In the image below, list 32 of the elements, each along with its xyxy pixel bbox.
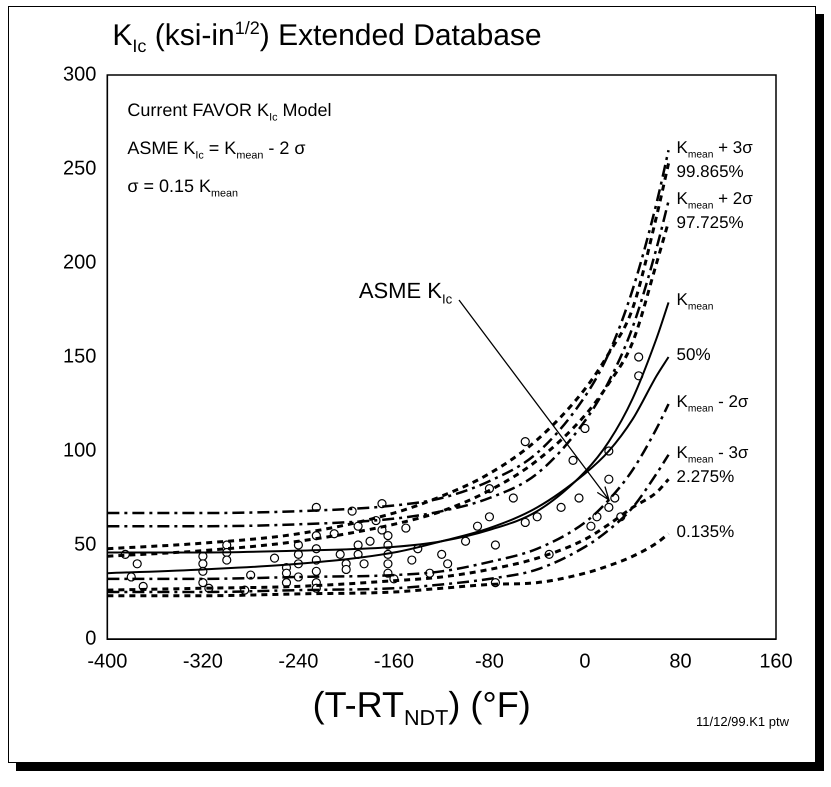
annotation: ASME K$_{Ic}$ = K$_{mean}$ - 2 σ	[127, 138, 306, 162]
x-tick-label: 0	[579, 650, 591, 673]
series-label: K$_{mean}$ + 3σ	[676, 138, 753, 161]
y-tick-label: 150	[62, 346, 96, 368]
x-tick-label: 160	[759, 650, 793, 673]
y-tick-label: 200	[62, 252, 96, 274]
x-tick-label: -160	[374, 650, 414, 673]
y-tick-label: 300	[62, 64, 96, 86]
annotation: Current FAVOR K$_{Ic}$ Model	[127, 100, 332, 124]
y-tick-label: 100	[62, 440, 96, 462]
x-tick-label: -320	[182, 650, 223, 673]
series-label: 2.275%	[676, 467, 734, 488]
x-tick-label: -240	[278, 650, 318, 673]
x-axis-title: (T-RT$_{NDT}$) (°F)	[312, 684, 531, 732]
series-label: K$_{mean}$ - 2σ	[676, 392, 748, 414]
series-label: K$_{mean}$ - 3σ	[676, 442, 748, 466]
annotation: ASME K$_{Ic}$	[358, 278, 452, 306]
x-tick-label: -400	[87, 650, 128, 673]
series-label: K$_{mean}$ + 2σ	[676, 188, 753, 212]
chart-title: K$_{Ic}$ (ksi-in$^{1/2}$) Extended Database	[112, 18, 542, 57]
series-label: 97.725%	[676, 212, 744, 233]
y-tick-label: 0	[85, 628, 96, 650]
x-tick-label: 80	[669, 650, 692, 673]
y-tick-label: 50	[74, 534, 96, 556]
x-tick-label: -80	[474, 650, 504, 673]
text: 11/12/99.K1 ptw	[696, 714, 789, 729]
annotation: σ = 0.15 K$_{mean}$	[127, 176, 238, 200]
series-label: 0.135%	[676, 522, 734, 542]
series-label: 50%	[676, 345, 711, 365]
series-label: K$_{mean}$	[676, 290, 714, 313]
series-label: 99.865%	[676, 162, 744, 182]
y-tick-label: 250	[62, 158, 96, 180]
